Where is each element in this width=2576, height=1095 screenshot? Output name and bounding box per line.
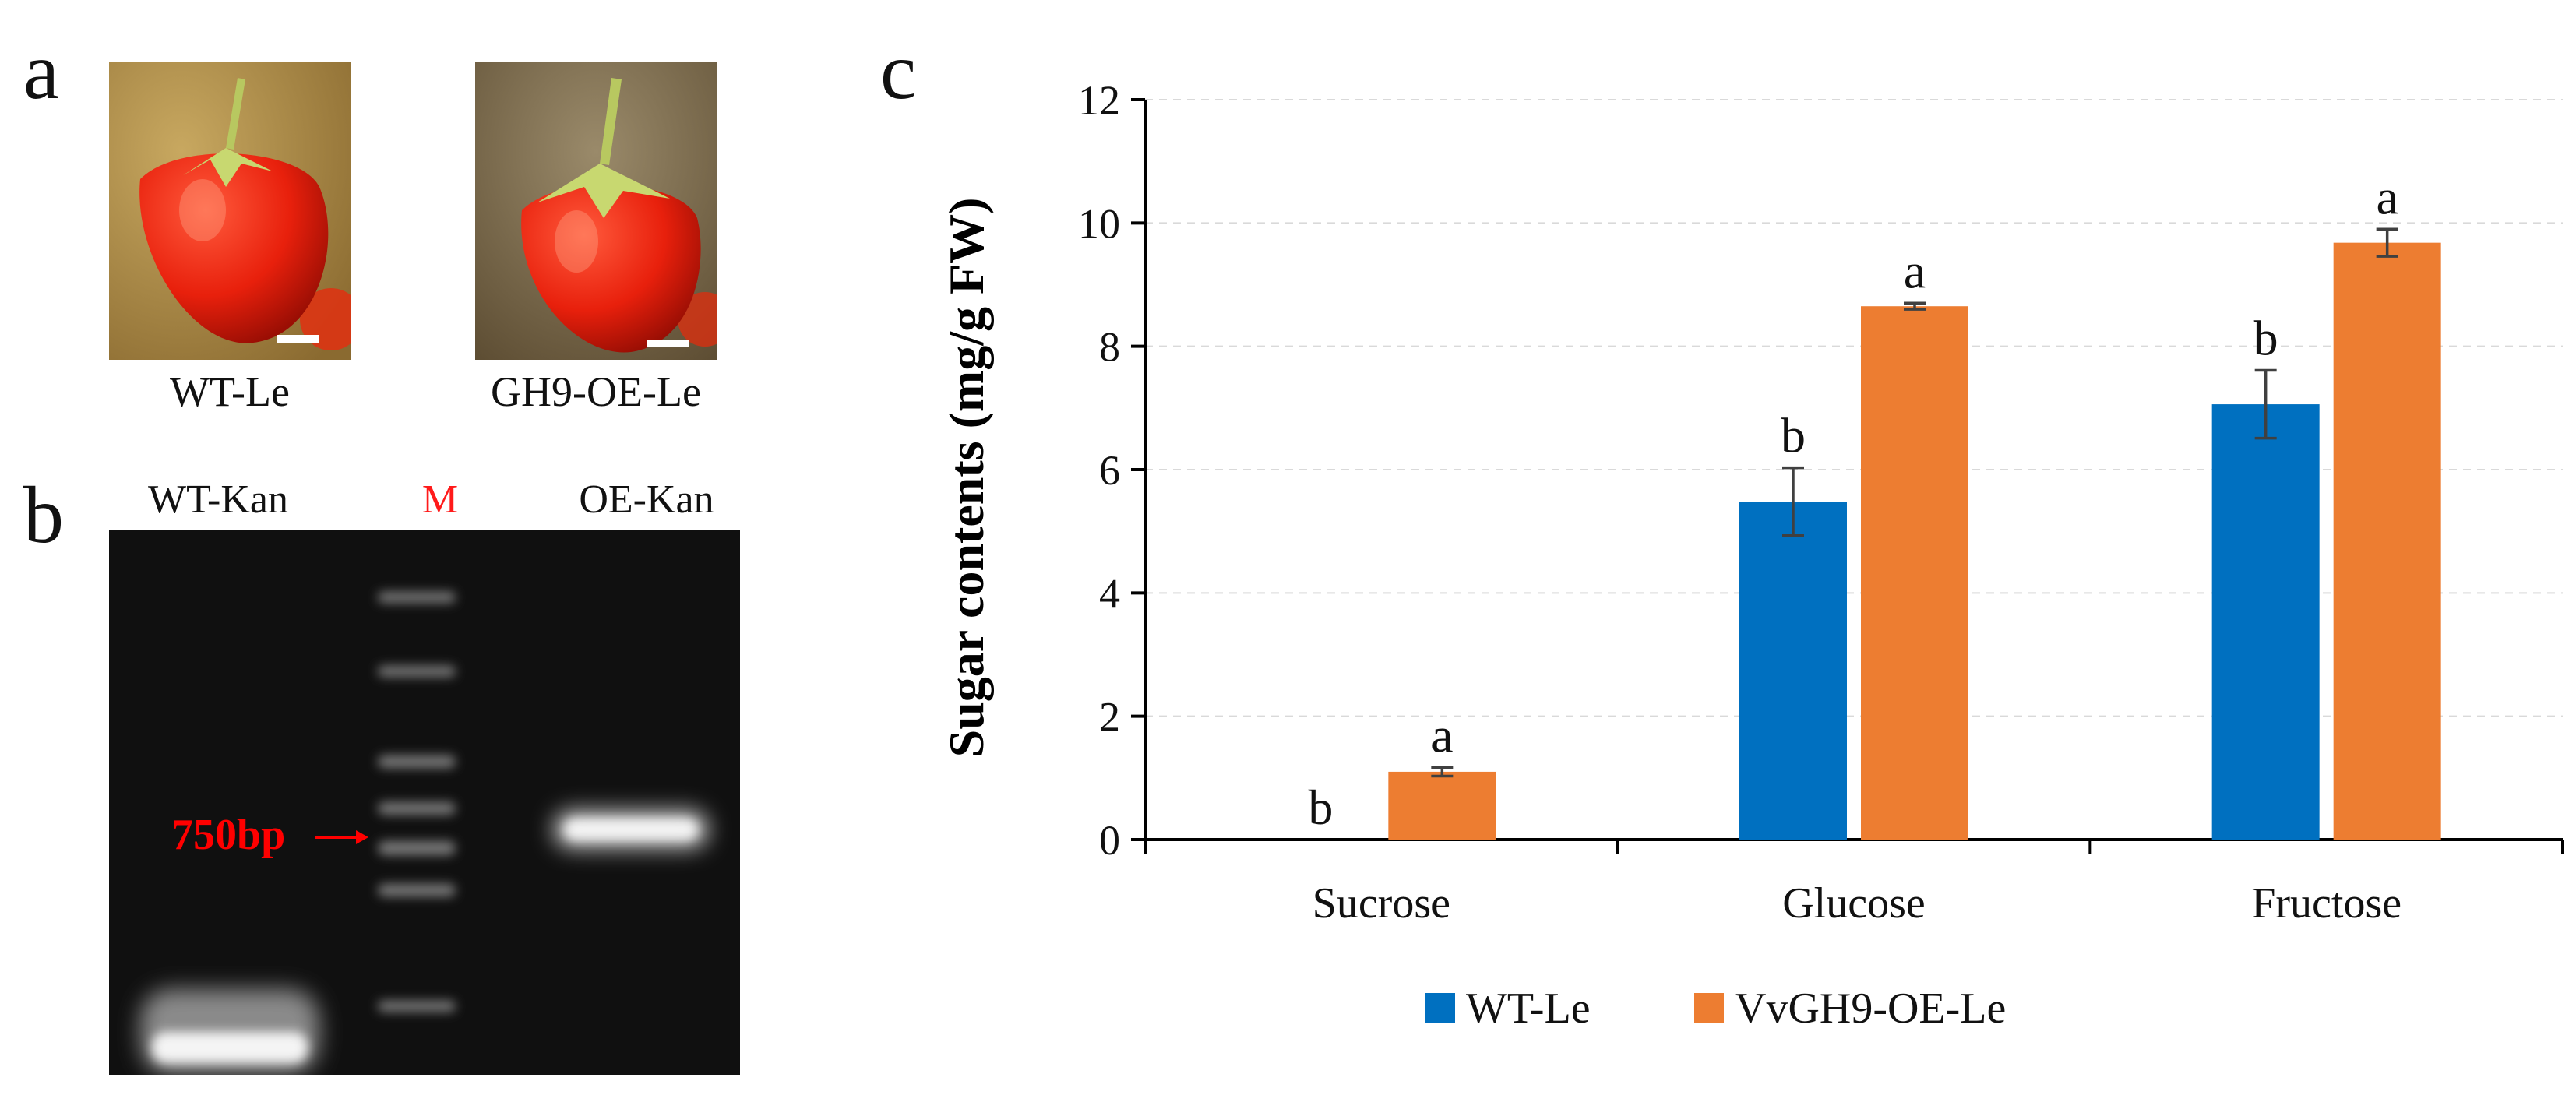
significance-letter: a: [2376, 169, 2398, 224]
gel-image: [109, 530, 740, 1075]
bar-wt-le-fructose: [2211, 404, 2320, 840]
bar-vvgh9-oe-le-glucose: [1861, 306, 1968, 840]
photo-wt-le: [109, 62, 351, 360]
lane-label-m: M: [421, 477, 459, 522]
lane-label-oe-kan: OE-Kan: [579, 477, 714, 522]
legend-label: VvGH9-OE-Le: [1735, 984, 2006, 1033]
lane-label-wt-kan: WT-Kan: [147, 477, 289, 522]
bar-wt-le-glucose: [1739, 502, 1847, 840]
x-tick-label: Fructose: [2251, 879, 2402, 928]
y-tick-label: 0: [1099, 817, 1120, 864]
photo-label-gh9-oe-le: GH9-OE-Le: [491, 368, 701, 415]
x-tick-label: Sucrose: [1313, 879, 1450, 928]
bar-vvgh9-oe-le-sucrose: [1388, 771, 1496, 840]
legend-swatch: [1425, 993, 1455, 1023]
significance-letter: b: [2254, 311, 2278, 366]
bar-vvgh9-oe-le-fructose: [2333, 242, 2441, 840]
panel-b-letter: b: [23, 470, 64, 560]
y-axis-label: Sugar contents (mg/g FW): [939, 198, 994, 758]
y-tick-label: 8: [1099, 324, 1120, 371]
photo-gh9-oe-le: [475, 62, 717, 360]
significance-letter: b: [1781, 408, 1806, 463]
y-tick-label: 2: [1099, 694, 1120, 741]
y-tick-label: 12: [1078, 77, 1120, 124]
panel-a-letter: a: [23, 26, 60, 116]
marker-label-750bp: 750bp: [171, 811, 286, 859]
y-tick-label: 6: [1099, 447, 1120, 494]
legend-swatch: [1694, 993, 1724, 1023]
x-tick-label: Glucose: [1782, 879, 1926, 928]
legend-label: WT-Le: [1466, 984, 1591, 1033]
significance-letter: a: [1431, 707, 1453, 762]
y-tick-label: 10: [1078, 200, 1120, 247]
significance-letter: a: [1904, 243, 1926, 298]
panel-c-letter: c: [880, 26, 917, 116]
photo-label-wt-le: WT-Le: [170, 368, 290, 415]
marker-arrow-icon: [315, 830, 368, 844]
significance-letter: b: [1308, 780, 1333, 835]
y-tick-label: 4: [1099, 570, 1120, 617]
